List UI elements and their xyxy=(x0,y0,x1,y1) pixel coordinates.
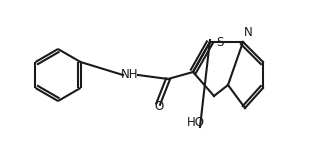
Text: S: S xyxy=(216,37,224,50)
Text: O: O xyxy=(154,101,164,114)
Text: N: N xyxy=(244,26,252,40)
Text: NH: NH xyxy=(121,69,139,82)
Text: HO: HO xyxy=(187,117,205,130)
